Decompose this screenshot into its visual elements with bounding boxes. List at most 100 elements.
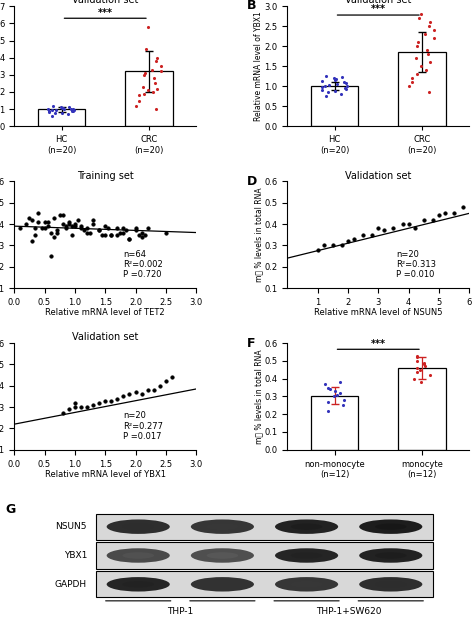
Point (405, 219, 412, 229)
Point (318, 77, 325, 87)
Point (425, 21, 433, 31)
Point (154, 52, 161, 62)
Point (61, 104, 68, 114)
Point (406, 81, 413, 91)
Point (44, 221, 51, 231)
Point (431, 33, 438, 43)
Point (95, 398, 103, 408)
Text: D: D (247, 175, 257, 188)
Text: GAPDH: GAPDH (55, 580, 87, 589)
Point (399, 219, 406, 229)
Point (74, 215, 82, 225)
Point (44, 217, 51, 227)
Point (117, 228, 124, 238)
Point (418, 61, 425, 71)
Point (340, 77, 347, 87)
Ellipse shape (122, 552, 154, 558)
Point (141, 68, 148, 78)
Point (64, 109, 72, 119)
Text: ***: *** (98, 7, 113, 17)
Point (324, 397, 332, 407)
Point (68, 230, 76, 240)
Point (47, 228, 55, 238)
Point (69, 106, 76, 116)
Point (47, 251, 55, 261)
Point (49, 111, 56, 121)
Point (413, 356, 420, 366)
Ellipse shape (191, 519, 254, 534)
Ellipse shape (107, 519, 170, 534)
Point (423, 46, 431, 56)
Point (53, 225, 61, 235)
X-axis label: Relative mRNA level of TET2: Relative mRNA level of TET2 (46, 308, 165, 317)
Point (71, 398, 79, 408)
Point (334, 79, 341, 89)
Ellipse shape (275, 577, 338, 592)
Point (417, 377, 424, 387)
Point (77, 221, 85, 231)
Point (119, 223, 127, 233)
Point (140, 82, 147, 92)
Point (408, 73, 416, 83)
Point (413, 69, 421, 79)
Point (133, 100, 140, 110)
Point (95, 225, 103, 235)
Point (374, 223, 382, 233)
Point (330, 391, 338, 401)
Point (359, 230, 367, 240)
Ellipse shape (291, 581, 322, 588)
Point (119, 228, 127, 238)
Point (77, 223, 85, 233)
Point (320, 240, 328, 250)
Point (151, 79, 159, 89)
Title: Validation set: Validation set (345, 170, 411, 180)
Point (132, 223, 139, 233)
Point (326, 384, 334, 394)
Point (101, 221, 109, 231)
Point (114, 394, 121, 404)
Point (28, 215, 36, 225)
Ellipse shape (359, 577, 422, 592)
Point (77, 402, 85, 412)
Point (17, 223, 24, 233)
Point (416, 365, 424, 375)
Text: ***: *** (371, 4, 386, 14)
Text: n=20
R²=0.313
P =0.010: n=20 R²=0.313 P =0.010 (396, 250, 437, 280)
Point (332, 86, 339, 96)
Point (427, 17, 434, 27)
Text: B: B (247, 0, 257, 12)
Point (148, 65, 156, 75)
Point (150, 87, 157, 97)
Point (152, 104, 160, 114)
Point (338, 72, 346, 82)
Point (344, 236, 352, 246)
Point (420, 358, 428, 368)
Point (325, 406, 332, 416)
Point (150, 73, 158, 83)
Point (95, 225, 103, 235)
Bar (38, 109, 85, 126)
Point (332, 74, 340, 84)
Point (62, 221, 70, 231)
Point (126, 234, 133, 244)
Text: NSUN5: NSUN5 (55, 522, 87, 531)
Point (59, 210, 66, 220)
Point (23, 219, 30, 229)
Point (162, 228, 170, 238)
Ellipse shape (122, 524, 154, 530)
Point (135, 230, 142, 240)
Point (410, 374, 418, 384)
Point (52, 105, 60, 115)
Point (144, 223, 152, 233)
Title: Validation set: Validation set (72, 0, 138, 6)
Point (421, 361, 428, 371)
Ellipse shape (207, 552, 238, 558)
Bar (96, 514, 433, 540)
Point (138, 232, 146, 242)
Point (381, 225, 388, 235)
Point (65, 102, 73, 112)
Point (132, 225, 139, 235)
Point (83, 228, 91, 238)
Point (65, 217, 73, 227)
Point (141, 230, 148, 240)
